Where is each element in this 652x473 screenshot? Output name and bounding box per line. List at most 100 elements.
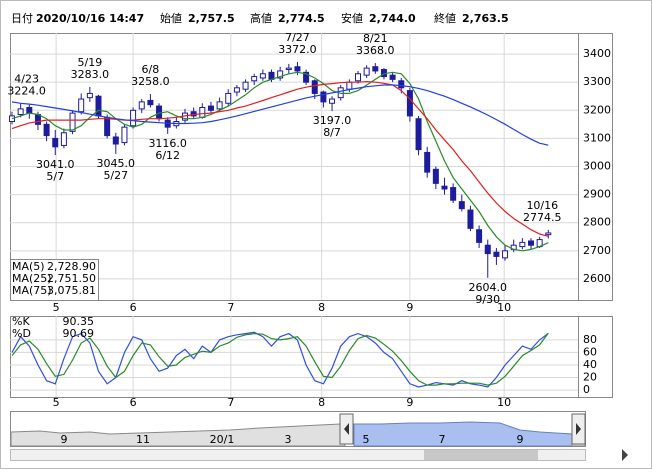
legend-value: 2,751.50 bbox=[47, 272, 96, 285]
candle-body bbox=[450, 187, 457, 201]
header-label: 終値 bbox=[434, 11, 456, 25]
stoch-line bbox=[11, 331, 549, 388]
legend bbox=[10, 259, 99, 301]
candle-body bbox=[121, 126, 128, 144]
annotation-value: 3045.0 bbox=[97, 157, 136, 170]
y-tick-label: 3200 bbox=[583, 103, 611, 116]
y-tick-label: 40 bbox=[583, 358, 597, 371]
annotation-value: 3368.0 bbox=[356, 44, 395, 57]
annotation-value: 3116.0 bbox=[148, 137, 187, 150]
candle-body bbox=[285, 67, 292, 71]
y-tick-label: 80 bbox=[583, 333, 597, 346]
candle-body bbox=[69, 112, 76, 132]
candle-body bbox=[389, 74, 396, 80]
annotation-date: 5/7 bbox=[46, 170, 64, 183]
ma-line bbox=[11, 71, 549, 252]
candle-body bbox=[311, 80, 318, 94]
y-tick-label: 60 bbox=[583, 345, 597, 358]
candle-body bbox=[242, 81, 249, 90]
candle-body bbox=[17, 108, 24, 116]
scroll-arrow[interactable] bbox=[622, 449, 628, 461]
header-label: 高値 bbox=[250, 11, 272, 25]
candle-body bbox=[277, 70, 284, 79]
header-value: 2,763.5 bbox=[462, 12, 509, 25]
annotation-date: 10/16 bbox=[526, 199, 558, 212]
navigator-label: 3 bbox=[285, 433, 292, 446]
candle-body bbox=[398, 80, 405, 89]
legend-name: MA(25) bbox=[12, 272, 52, 285]
candle-body bbox=[372, 66, 379, 72]
header-label: 日付 bbox=[11, 12, 33, 25]
candle-body bbox=[502, 250, 509, 259]
annotation-value: 3283.0 bbox=[71, 68, 110, 81]
scroll-thumb[interactable] bbox=[424, 450, 538, 460]
candle-body bbox=[320, 91, 327, 103]
header-value: 2,774.5 bbox=[278, 12, 325, 25]
x-tick-label: 10 bbox=[497, 396, 511, 409]
navigator-label: 9 bbox=[61, 433, 68, 446]
candle-body bbox=[95, 95, 102, 117]
header-value: 2020/10/16 14:47 bbox=[36, 12, 144, 25]
candle-body bbox=[476, 229, 483, 243]
y-tick-label: 20 bbox=[583, 371, 597, 384]
navigator-label: 5 bbox=[363, 433, 370, 446]
y-tick-label: 0 bbox=[583, 383, 590, 396]
x-tick-label: 9 bbox=[406, 301, 413, 314]
navigator-label: 9 bbox=[517, 433, 524, 446]
candle-body bbox=[363, 67, 370, 76]
navigator-label: 20/1 bbox=[210, 433, 235, 446]
x-tick-label: 5 bbox=[53, 301, 60, 314]
candle-body bbox=[432, 168, 439, 184]
candle-body bbox=[104, 116, 111, 137]
candle-body bbox=[346, 81, 353, 90]
legend-name: %D bbox=[12, 327, 31, 340]
candle-body bbox=[329, 98, 336, 104]
y-tick-label: 3000 bbox=[583, 160, 611, 173]
candle-body bbox=[355, 73, 361, 82]
y-tick-label: 2900 bbox=[583, 188, 611, 201]
legend-name: MA(5) bbox=[12, 260, 45, 273]
candle-body bbox=[519, 241, 526, 248]
ma-line bbox=[11, 84, 549, 146]
candle-body bbox=[9, 115, 15, 123]
y-tick-label: 3300 bbox=[583, 75, 611, 88]
y-tick-label: 2700 bbox=[583, 244, 611, 257]
x-tick-label: 8 bbox=[318, 301, 325, 314]
legend-name: MA(75) bbox=[12, 284, 52, 297]
candle-body bbox=[233, 87, 240, 93]
header-value: 2,757.5 bbox=[188, 12, 235, 25]
candle-body bbox=[424, 151, 431, 173]
candle-body bbox=[467, 209, 474, 229]
annotation-date: 4/23 bbox=[14, 73, 39, 86]
candle-body bbox=[112, 136, 119, 145]
header-value: 2,744.0 bbox=[369, 12, 416, 25]
legend-value: 2,728.90 bbox=[47, 260, 96, 273]
candle-body bbox=[130, 109, 137, 127]
candle-body bbox=[406, 90, 413, 117]
annotation-date: 8/7 bbox=[323, 126, 341, 139]
candle-body bbox=[251, 76, 258, 82]
candle-body bbox=[415, 118, 422, 151]
candle-body bbox=[545, 232, 552, 236]
stoch-line bbox=[11, 332, 549, 386]
x-tick-label: 10 bbox=[497, 301, 511, 314]
candle-body bbox=[458, 201, 465, 210]
candle-body bbox=[43, 123, 50, 137]
x-tick-label: 9 bbox=[406, 396, 413, 409]
candle-body bbox=[216, 101, 223, 110]
annotation-value: 2604.0 bbox=[469, 281, 508, 294]
candle-body bbox=[199, 106, 206, 118]
candle-body bbox=[60, 132, 67, 146]
header-label: 安値 bbox=[341, 11, 363, 25]
header-label: 始値 bbox=[160, 11, 182, 25]
ma-line bbox=[11, 80, 549, 237]
scrollbar[interactable] bbox=[10, 449, 586, 461]
annotation-value: 3197.0 bbox=[313, 114, 352, 127]
y-tick-label: 2600 bbox=[583, 272, 611, 285]
candle-body bbox=[86, 92, 93, 99]
annotation-date: 9/30 bbox=[475, 293, 500, 306]
navigator-selection bbox=[353, 421, 573, 447]
candle-body bbox=[303, 71, 310, 83]
